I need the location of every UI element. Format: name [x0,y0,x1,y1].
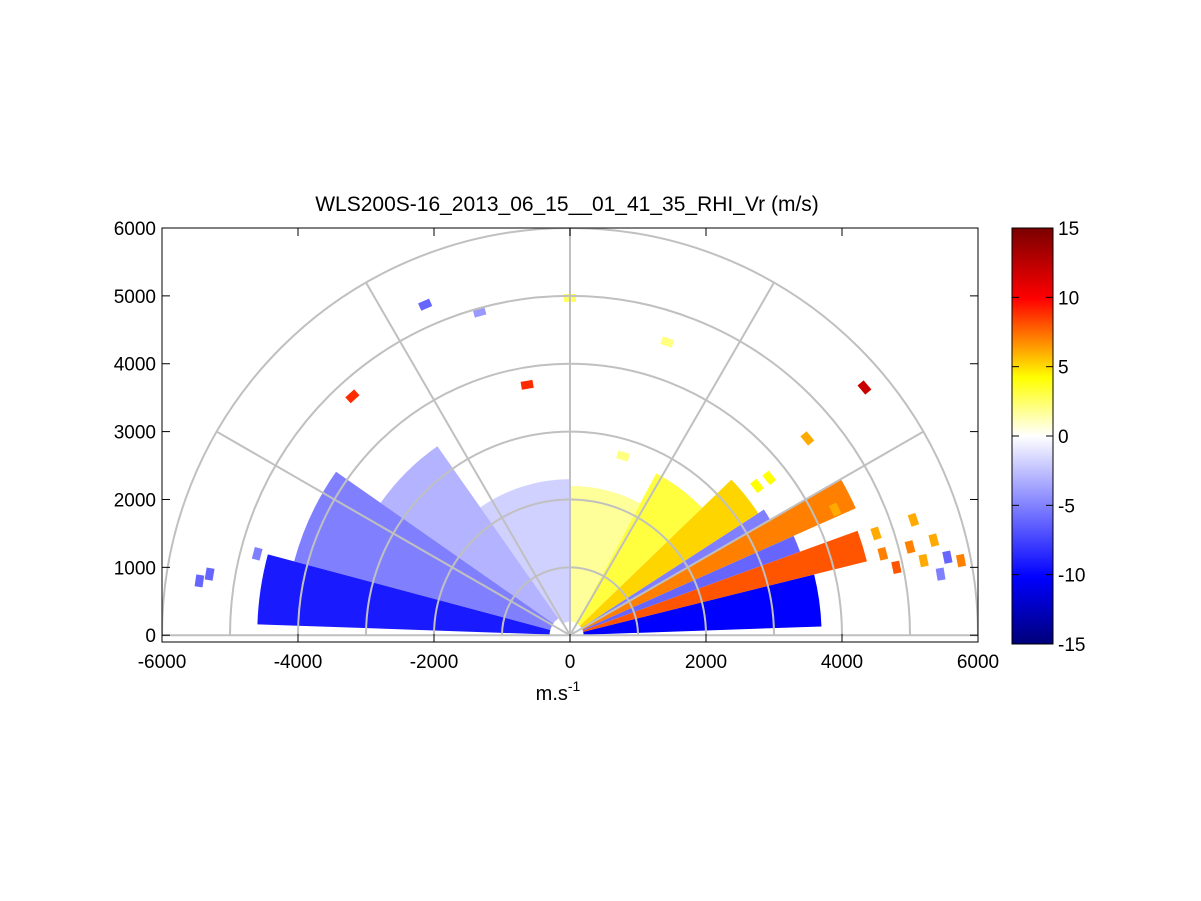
velocity-gate-4 [418,298,433,311]
spoke-30 [569,430,924,637]
colorbar-tick-label: -15 [1058,635,1085,656]
velocity-gate-23 [750,478,764,494]
spoke-150 [216,430,571,637]
x-axis-label: m.s-1 [536,678,581,705]
x-axis-label-base: m.s [536,683,568,705]
y-tick-label: 5000 [114,287,156,308]
velocity-gate-6 [520,379,534,390]
velocity-gate-8 [660,336,675,348]
velocity-region-9 [380,446,559,624]
x-tick-label: 0 [565,652,576,673]
velocity-gate-20 [907,512,920,527]
velocity-gate-17 [904,540,916,554]
x-tick-label: 4000 [821,652,863,673]
x-tick-label: -2000 [410,652,459,673]
velocity-gate-21 [870,526,882,541]
velocity-region-11 [257,554,551,635]
x-axis-label-exponent: -1 [568,678,581,694]
velocity-gate-16 [891,560,902,575]
velocity-gate-14 [955,553,967,568]
chart-title: WLS200S-16_2013_06_15__01_41_35_RHI_Vr (… [315,193,819,216]
velocity-gate-2 [251,546,263,561]
velocity-region-8 [480,479,570,625]
velocity-gate-10 [800,431,815,446]
velocity-gate-1 [204,567,215,581]
x-tick-label: 2000 [685,652,727,673]
y-tick-label: 3000 [114,423,156,444]
velocity-region-6 [576,473,703,626]
colorbar: -15 -10 -5 0 5 10 15 [1011,219,1085,656]
velocity-gate-12 [928,533,940,548]
x-tick-label: -4000 [274,652,323,673]
y-tick-label: 1000 [114,558,156,579]
y-tick-label: 6000 [114,219,156,240]
velocity-gate-11 [857,380,872,395]
colorbar-tick-label: 10 [1058,288,1079,309]
colorbar-tick-label: -10 [1058,566,1085,587]
colorbar-tick-label: 0 [1058,427,1069,448]
colorbar-tick-label: -5 [1058,496,1075,517]
velocity-gate-9 [616,450,630,462]
spoke-120 [365,282,571,636]
velocity-region-1 [582,530,867,632]
colorbar-tick-label: 15 [1058,219,1079,240]
velocity-gate-3 [345,389,360,404]
velocity-region-7 [570,485,641,624]
velocity-gate-24 [762,470,777,485]
velocity-gate-13 [942,550,953,564]
velocity-gate-22 [829,502,842,517]
y-tick-label: 2000 [114,490,156,511]
colorbar-tick-label: 5 [1058,358,1069,379]
x-tick-label: 6000 [957,652,999,673]
spoke-60 [569,282,775,636]
plot-axes: -6000 -4000 -2000 0 2000 4000 6000 0 1000 2000 300… [114,219,999,673]
velocity-region-5 [579,479,759,628]
velocity-gate-19 [935,567,946,581]
velocity-region-3 [581,479,856,630]
x-tick-label: -6000 [138,652,187,673]
y-tick-label: 0 [145,626,156,647]
velocity-gate-18 [918,553,929,568]
velocity-gate-15 [877,546,889,561]
velocity-region-2 [582,535,801,631]
velocity-gate-0 [194,574,205,588]
y-tick-label: 4000 [114,355,156,376]
